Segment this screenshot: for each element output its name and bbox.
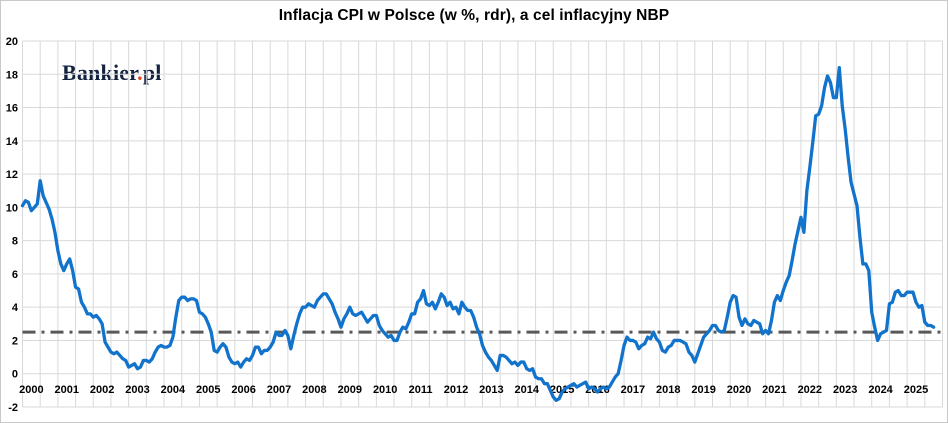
x-tick-label: 2018 (656, 384, 680, 396)
x-tick-label: 2024 (868, 384, 893, 396)
y-tick-label: 14 (6, 136, 19, 148)
x-tick-label: 2025 (904, 384, 928, 396)
grid-lines (22, 40, 943, 408)
x-tick-label: 2011 (409, 384, 433, 396)
y-tick-label: 4 (12, 302, 19, 314)
bankier-logo: Bankier.pl (62, 60, 162, 86)
y-tick-label: 6 (12, 269, 18, 281)
x-axis-labels: 2000 2001 2002 2003 2004 2005 2006 2007 2008 2009… (19, 384, 928, 396)
x-tick-label: 2001 (54, 384, 78, 396)
x-tick-label: 2004 (161, 384, 186, 396)
x-tick-label: 2014 (514, 384, 539, 396)
x-tick-label: 2022 (798, 384, 822, 396)
y-tick-label: 20 (6, 36, 18, 48)
x-tick-label: 2007 (267, 384, 291, 396)
cpi-series-line (20, 65, 936, 403)
y-tick-label: 2 (12, 335, 18, 347)
bankier-logo-dot: . (137, 60, 143, 85)
bankier-logo-brand: Bankier (62, 60, 138, 85)
y-tick-label: 16 (6, 103, 18, 115)
x-tick-label: 2003 (125, 384, 149, 396)
y-tick-label: 8 (12, 236, 18, 248)
x-tick-label: 2017 (621, 384, 645, 396)
x-tick-label: 2006 (231, 384, 255, 396)
x-tick-label: 2013 (479, 384, 503, 396)
x-tick-label: 2002 (90, 384, 114, 396)
x-tick-label: 2000 (19, 384, 43, 396)
x-tick-label: 2023 (833, 384, 857, 396)
y-tick-label: 0 (12, 369, 18, 381)
x-tick-label: 2020 (727, 384, 751, 396)
chart-title: Inflacja CPI w Polsce (w %, rdr), a cel … (278, 7, 670, 24)
x-tick-label: 2009 (338, 384, 362, 396)
bankier-logo-suffix: pl (142, 60, 162, 85)
cpi-polyline (20, 65, 936, 403)
x-tick-label: 2021 (762, 384, 786, 396)
x-tick-label: 2005 (196, 384, 220, 396)
y-tick-label: -2 (8, 402, 18, 414)
x-tick-label: 2012 (444, 384, 468, 396)
y-tick-label: 10 (6, 202, 18, 214)
y-tick-label: 18 (6, 69, 18, 81)
x-tick-label: 2010 (373, 384, 397, 396)
y-tick-label: 12 (6, 169, 18, 181)
x-tick-label: 2019 (691, 384, 715, 396)
x-tick-label: 2008 (302, 384, 326, 396)
